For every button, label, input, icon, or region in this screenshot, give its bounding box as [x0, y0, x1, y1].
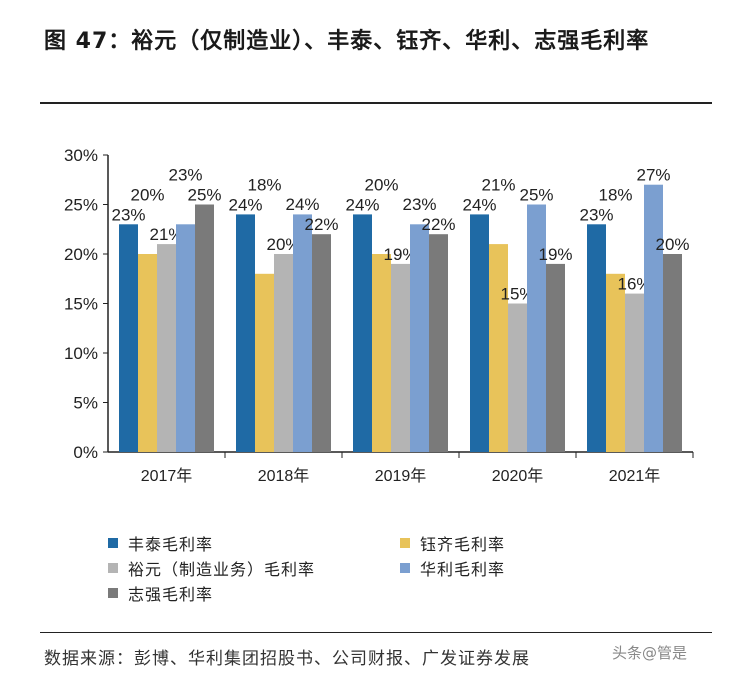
data-label: 21% [149, 225, 183, 244]
bar [372, 254, 391, 452]
bar [138, 254, 157, 452]
data-label: 25% [187, 186, 221, 205]
data-label: 23% [168, 166, 202, 185]
legend-swatch [108, 538, 118, 548]
y-tick-label: 20% [64, 245, 98, 264]
legend-label: 华利毛利率 [420, 560, 506, 579]
bar [606, 273, 625, 452]
legend-item: 丰泰毛利率 [108, 531, 213, 555]
legend-swatch [400, 563, 410, 573]
data-label: 18% [247, 175, 281, 194]
bar [546, 263, 565, 452]
data-label: 19% [538, 245, 572, 264]
data-label: 24% [462, 195, 496, 214]
y-tick-label: 10% [64, 344, 98, 363]
data-label: 18% [598, 185, 632, 204]
data-label: 24% [228, 195, 262, 214]
x-tick-label: 2021年 [609, 467, 661, 485]
data-label: 27% [636, 166, 670, 185]
bar [119, 224, 138, 452]
y-tick-label: 0% [73, 443, 98, 462]
watermark: 头条@管是 [612, 644, 688, 662]
bar [587, 224, 606, 452]
data-label: 20% [364, 175, 398, 194]
bar [527, 204, 546, 452]
data-label: 23% [402, 195, 436, 214]
legend-swatch [108, 588, 118, 598]
data-label: 23% [111, 205, 145, 224]
data-label: 22% [421, 215, 455, 234]
bar [410, 224, 429, 452]
data-label: 23% [579, 205, 613, 224]
legend-swatch [400, 538, 410, 548]
bar [644, 184, 663, 452]
legend-item: 钰齐毛利率 [400, 531, 505, 555]
data-label: 19% [383, 245, 417, 264]
legend-item: 志强毛利率 [108, 581, 213, 605]
x-tick-label: 2017年 [141, 467, 193, 485]
y-tick-label: 30% [64, 146, 98, 165]
legend-label: 丰泰毛利率 [128, 535, 214, 554]
data-label: 20% [655, 235, 689, 254]
bar [236, 214, 255, 452]
data-label: 24% [285, 195, 319, 214]
figure-title: 图 47：裕元（仅制造业）、丰泰、钰齐、华利、志强毛利率 [44, 29, 650, 54]
bar [470, 214, 489, 452]
bar-chart: 0%5%10%15%20%25%30%2017年23%20%21%23%25%2… [64, 146, 694, 485]
bar [195, 204, 214, 452]
x-tick-label: 2018年 [258, 467, 310, 485]
data-label: 22% [304, 215, 338, 234]
legend-label: 钰齐毛利率 [420, 535, 506, 554]
bar [312, 234, 331, 452]
bar [663, 254, 682, 452]
bar [508, 303, 527, 452]
source-note: 数据来源：彭博、华利集团招股书、公司财报、广发证券发展 [44, 649, 530, 669]
bar [625, 293, 644, 452]
y-tick-label: 5% [73, 394, 98, 413]
bar [176, 224, 195, 452]
data-label: 25% [519, 186, 553, 205]
bar [255, 273, 274, 452]
y-tick-label: 15% [64, 295, 98, 314]
bar [293, 214, 312, 452]
data-label: 15% [500, 285, 534, 304]
bar [353, 214, 372, 452]
bar [489, 244, 508, 452]
legend-item: 裕元（制造业务）毛利率 [108, 556, 315, 580]
data-label: 21% [481, 175, 515, 194]
bar [274, 254, 293, 452]
x-tick-label: 2020年 [492, 467, 544, 485]
data-label: 20% [130, 185, 164, 204]
legend-item: 华利毛利率 [400, 556, 505, 580]
legend-label: 志强毛利率 [128, 585, 214, 604]
legend-swatch [108, 563, 118, 573]
legend-label: 裕元（制造业务）毛利率 [128, 560, 316, 579]
data-label: 16% [617, 275, 651, 294]
bar [429, 234, 448, 452]
title-divider [40, 102, 712, 104]
data-label: 24% [345, 195, 379, 214]
footer-divider [40, 632, 712, 633]
y-tick-label: 25% [64, 196, 98, 215]
bar [391, 263, 410, 452]
x-tick-label: 2019年 [375, 467, 427, 485]
bar [157, 244, 176, 452]
data-label: 20% [266, 235, 300, 254]
